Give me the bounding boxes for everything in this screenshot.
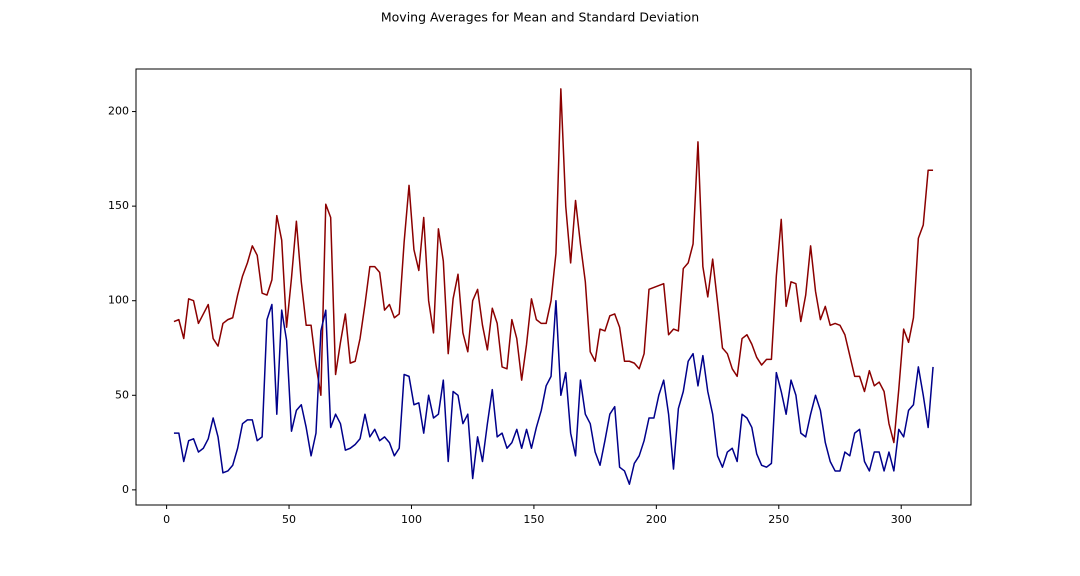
y-tick-label: 100 <box>108 294 129 307</box>
x-tick-label: 0 <box>163 513 170 526</box>
y-tick-label: 200 <box>108 105 129 118</box>
x-tick-label: 150 <box>523 513 544 526</box>
x-tick-label: 100 <box>401 513 422 526</box>
y-tick-label: 50 <box>115 388 129 401</box>
x-tick-label: 300 <box>891 513 912 526</box>
x-tick-label: 250 <box>768 513 789 526</box>
y-tick-label: 150 <box>108 199 129 212</box>
x-tick-label: 200 <box>646 513 667 526</box>
y-tick-label: 0 <box>122 483 129 496</box>
chart-title: Moving Averages for Mean and Standard De… <box>381 10 699 25</box>
series-line <box>173 88 934 444</box>
plot-frame <box>135 68 972 506</box>
series-line <box>173 299 934 485</box>
x-tick-label: 50 <box>282 513 296 526</box>
